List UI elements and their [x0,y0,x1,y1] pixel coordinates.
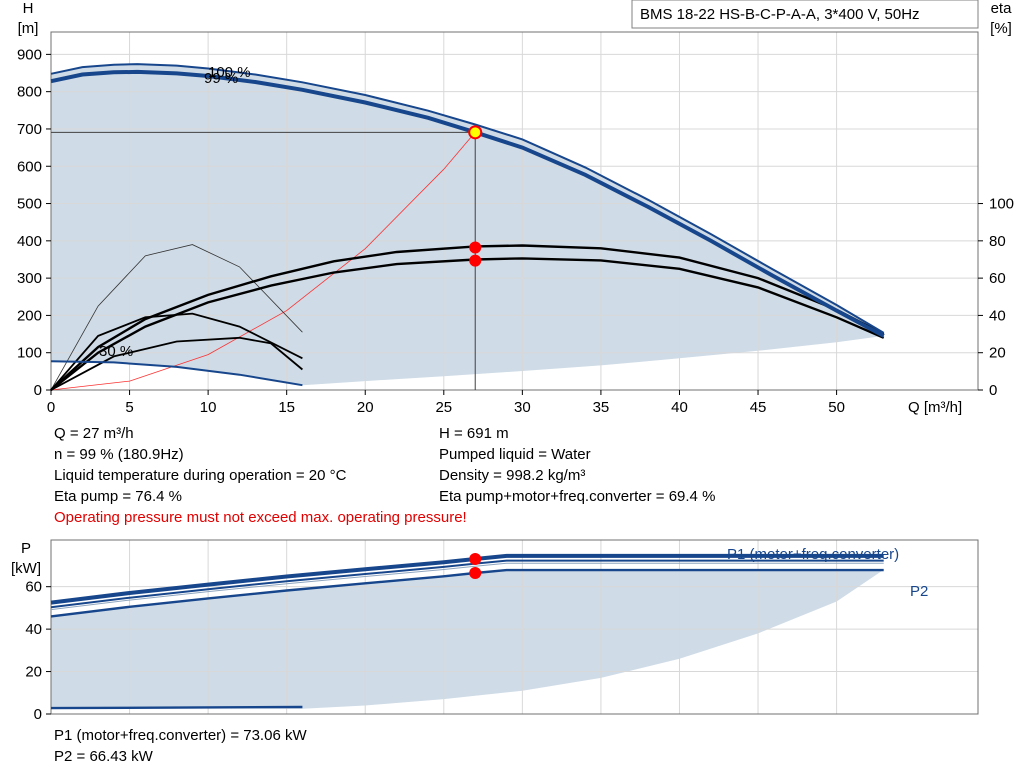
label-p2: P2 [910,583,928,600]
info-q: Q = 27 m³/h [54,425,134,442]
plot-frame [50,539,979,715]
eta-axis-unit: [%] [990,20,1012,37]
eta-curve [50,257,885,391]
info-h: H = 691 m [439,425,509,442]
power-operating-point [469,552,482,565]
x-tick-label: 50 [828,399,845,416]
y-tick-label: 800 [17,84,42,101]
plot-frame [50,31,979,391]
info-right: H = 691 m Pumped liquid = Water Density … [439,423,715,507]
eta-tick-label: 60 [989,270,1006,287]
info-p1: P1 (motor+freq.converter) = 73.06 kW [54,727,307,744]
head-curve-30 [50,360,303,387]
system-curve [50,132,476,391]
label-100-percent: 100 % [208,64,251,81]
y-tick-label: 100 [17,345,42,362]
eta-tick-label: 20 [989,345,1006,362]
info-pumped-liquid: Pumped liquid = Water [439,446,591,463]
y-tick-label: 40 [25,621,42,638]
info-eta-pump: Eta pump = 76.4 % [54,488,182,505]
warning-text: Operating pressure must not exceed max. … [54,509,467,526]
power-operating-point [469,567,482,580]
head-curve-99 [50,69,885,338]
y-tick-label: 700 [17,121,42,138]
info-speed: n = 99 % (180.9Hz) [54,446,184,463]
eta-thin-curve [50,244,303,391]
eta-tick-label: 0 [989,382,997,399]
label-30-percent: 30 % [99,343,133,360]
p2-curve-thin [50,562,884,611]
head-operating-point [468,125,483,140]
eta-tick-label: 100 [989,196,1014,213]
y-tick-label: 0 [34,382,42,399]
x-tick-label: 30 [514,399,531,416]
title-box: BMS 18-22 HS-B-C-P-A-A, 3*400 V, 50Hz [631,0,979,29]
label-p1: P1 (motor+freq.converter) [727,546,899,563]
y-tick-label: 20 [25,664,42,681]
x-tick-label: 15 [278,399,295,416]
power-info: P1 (motor+freq.converter) = 73.06 kW P2 … [54,725,307,767]
y-axis-label: H [23,0,34,17]
y-tick-label: 500 [17,196,42,213]
x-tick-label: 10 [200,399,217,416]
y-tick-label: 600 [17,158,42,175]
eta-operating-point [469,241,482,254]
info-p2: P2 = 66.43 kW [54,748,153,765]
eta-tick-label: 40 [989,307,1006,324]
info-left: Q = 27 m³/h n = 99 % (180.9Hz) Liquid te… [54,423,467,528]
x-tick-label: 45 [750,399,767,416]
power-envelope-area [51,569,884,709]
x-tick-label: 35 [593,399,610,416]
info-density: Density = 998.2 kg/m³ [439,467,586,484]
x-tick-label: 0 [47,399,55,416]
x-axis-label: Q [m³/h] [908,399,962,416]
y-tick-label: 60 [25,579,42,596]
y-tick-label: 200 [17,307,42,324]
info-eta-total: Eta pump+motor+freq.converter = 69.4 % [439,488,716,505]
head-envelope-area [51,64,884,386]
y-tick-label: 0 [34,706,42,723]
eta-tick-label: 80 [989,233,1006,250]
y-tick-label: 400 [17,233,42,250]
eta-curve [50,312,303,391]
label-99-percent: 99 % [204,70,238,87]
eta-curve [50,244,885,391]
title-box-text: BMS 18-22 HS-B-C-P-A-A, 3*400 V, 50Hz [640,6,920,23]
x-tick-label: 40 [671,399,688,416]
power-chart: 0 20 40 60 P [kW] P1 (motor+freq.converter) P2 [11,539,979,723]
y-axis-unit: [m] [18,20,39,37]
eta-operating-point [469,254,482,267]
eta-axis-label: eta [991,0,1013,17]
x-tick-label: 25 [435,399,452,416]
y-tick-label: 300 [17,270,42,287]
low-speed-power-line [50,705,303,710]
power-axis-label: P [21,540,31,557]
info-liquid-temp: Liquid temperature during operation = 20… [54,467,347,484]
power-axis-unit: [kW] [11,560,41,577]
x-tick-label: 20 [357,399,374,416]
y-tick-label: 900 [17,46,42,63]
x-tick-label: 5 [125,399,133,416]
head-chart: 0 5 10 15 20 25 30 35 40 45 5001002003004005006007… [17,0,1014,416]
head-curve-100 [50,63,885,334]
